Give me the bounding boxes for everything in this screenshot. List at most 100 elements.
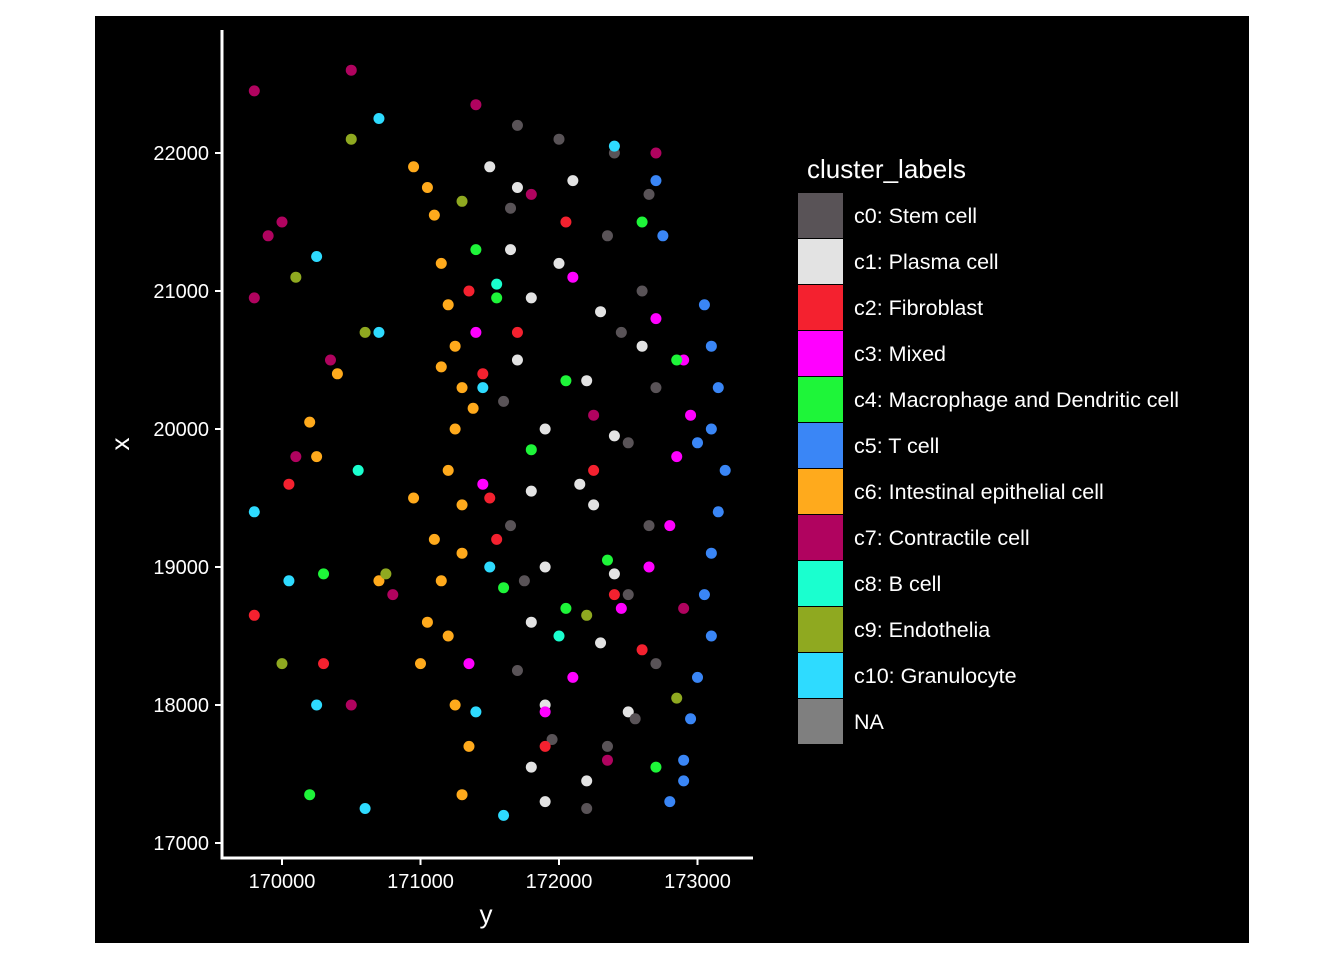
x-tick-label: 173000 — [664, 871, 731, 893]
data-point-c3 — [567, 271, 579, 283]
data-point-c7 — [324, 354, 336, 366]
data-point-c7 — [601, 754, 613, 766]
data-point-c2 — [283, 478, 295, 490]
data-point-c2 — [463, 285, 475, 297]
data-point-c1 — [539, 796, 551, 808]
data-point-c1 — [525, 292, 537, 304]
data-point-c10 — [470, 706, 482, 718]
legend-label: c8: B cell — [854, 572, 941, 596]
data-point-c0 — [505, 202, 517, 214]
data-point-c2 — [248, 609, 260, 621]
data-point-c6 — [408, 492, 420, 504]
data-point-c3 — [685, 409, 697, 421]
legend-swatch — [798, 607, 843, 652]
y-tick-label: 21000 — [153, 281, 209, 303]
legend-swatch — [798, 377, 843, 422]
data-point-c1 — [511, 182, 523, 193]
legend-label: c9: Endothelia — [854, 618, 990, 642]
legend-label: c7: Contractile cell — [854, 526, 1030, 550]
data-point-c10 — [484, 561, 496, 573]
data-point-c6 — [373, 575, 385, 587]
data-point-c3 — [615, 602, 627, 614]
data-point-c6 — [421, 616, 433, 628]
data-point-c3 — [567, 671, 579, 683]
data-point-c10 — [311, 251, 323, 262]
data-point-c0 — [518, 575, 530, 587]
data-point-c4 — [650, 761, 662, 773]
data-point-c7 — [290, 451, 302, 463]
data-point-c2 — [608, 589, 620, 601]
legend-swatch — [798, 423, 843, 468]
legend-swatch — [798, 469, 843, 514]
y-tick-label: 22000 — [153, 143, 209, 165]
data-point-c4 — [601, 554, 613, 566]
data-point-c1 — [525, 616, 537, 628]
data-point-c5 — [705, 547, 717, 559]
y-axis-title: x — [105, 438, 135, 451]
data-point-c7 — [276, 216, 288, 228]
data-point-c2 — [477, 368, 489, 380]
data-point-c4 — [470, 244, 482, 256]
data-point-c0 — [601, 230, 613, 242]
data-point-c0 — [498, 395, 510, 407]
data-point-c5 — [698, 299, 710, 311]
data-point-c10 — [359, 803, 371, 814]
data-point-c4 — [560, 602, 572, 614]
data-point-c3 — [463, 658, 475, 670]
data-point-c3 — [671, 451, 683, 463]
data-point-c6 — [428, 533, 440, 545]
data-point-c6 — [456, 789, 468, 801]
data-point-c8 — [553, 630, 565, 642]
plot-panel: 17000 18000 19000 20000 21000 22000 170000 171… — [95, 16, 1249, 943]
data-point-c4 — [525, 444, 537, 456]
data-point-c10 — [373, 113, 385, 124]
legend: cluster_labels c0: Stem cell c1: Plasma c… — [798, 154, 1179, 744]
data-point-c5 — [705, 423, 717, 435]
legend-entries: c0: Stem cell c1: Plasma cell c2: Fibrobla… — [798, 193, 1179, 744]
data-point-c6 — [449, 340, 461, 352]
x-tick-label: 171000 — [387, 871, 454, 893]
legend-label: c4: Macrophage and Dendritic cell — [854, 388, 1179, 412]
data-point-c5 — [705, 340, 717, 352]
x-ticks: 170000 171000 172000 173000 — [249, 858, 731, 893]
data-point-c6 — [408, 161, 420, 173]
data-point-c6 — [456, 382, 468, 394]
legend-swatch — [798, 239, 843, 284]
legend-label: c0: Stem cell — [854, 204, 977, 228]
legend-swatch — [798, 331, 843, 376]
data-point-c9 — [345, 133, 357, 145]
data-point-c1 — [574, 478, 586, 490]
scatter-plot: 17000 18000 19000 20000 21000 22000 170000 171… — [105, 30, 1179, 929]
data-point-c1 — [581, 375, 593, 387]
data-point-c7 — [525, 188, 537, 200]
data-point-c1 — [539, 423, 551, 435]
x-tick-label: 170000 — [249, 871, 316, 893]
data-point-c6 — [415, 658, 426, 670]
data-point-c6 — [449, 699, 461, 711]
data-point-c9 — [581, 609, 593, 621]
data-point-c3 — [643, 561, 655, 573]
legend-swatch — [798, 515, 843, 560]
data-point-c10 — [248, 506, 260, 518]
data-point-c1 — [588, 499, 600, 511]
legend-label: c5: T cell — [854, 434, 939, 458]
data-point-c2 — [539, 740, 551, 752]
data-point-c0 — [650, 382, 662, 394]
y-tick-label: 20000 — [153, 419, 209, 441]
data-point-c6 — [456, 499, 468, 511]
data-point-c0 — [546, 734, 558, 745]
data-point-c1 — [636, 340, 648, 352]
data-point-c5 — [692, 671, 703, 683]
data-point-c2 — [511, 326, 523, 338]
data-point-c1 — [595, 306, 607, 318]
data-point-c0 — [615, 326, 627, 338]
data-point-c7 — [345, 699, 357, 711]
x-tick-label: 172000 — [526, 871, 593, 893]
data-point-c6 — [311, 451, 323, 463]
data-point-c4 — [318, 568, 330, 580]
data-point-c1 — [581, 775, 593, 787]
data-point-c4 — [560, 375, 572, 387]
data-point-c6 — [428, 209, 440, 221]
data-point-c7 — [470, 99, 482, 111]
data-point-c5 — [719, 464, 731, 476]
